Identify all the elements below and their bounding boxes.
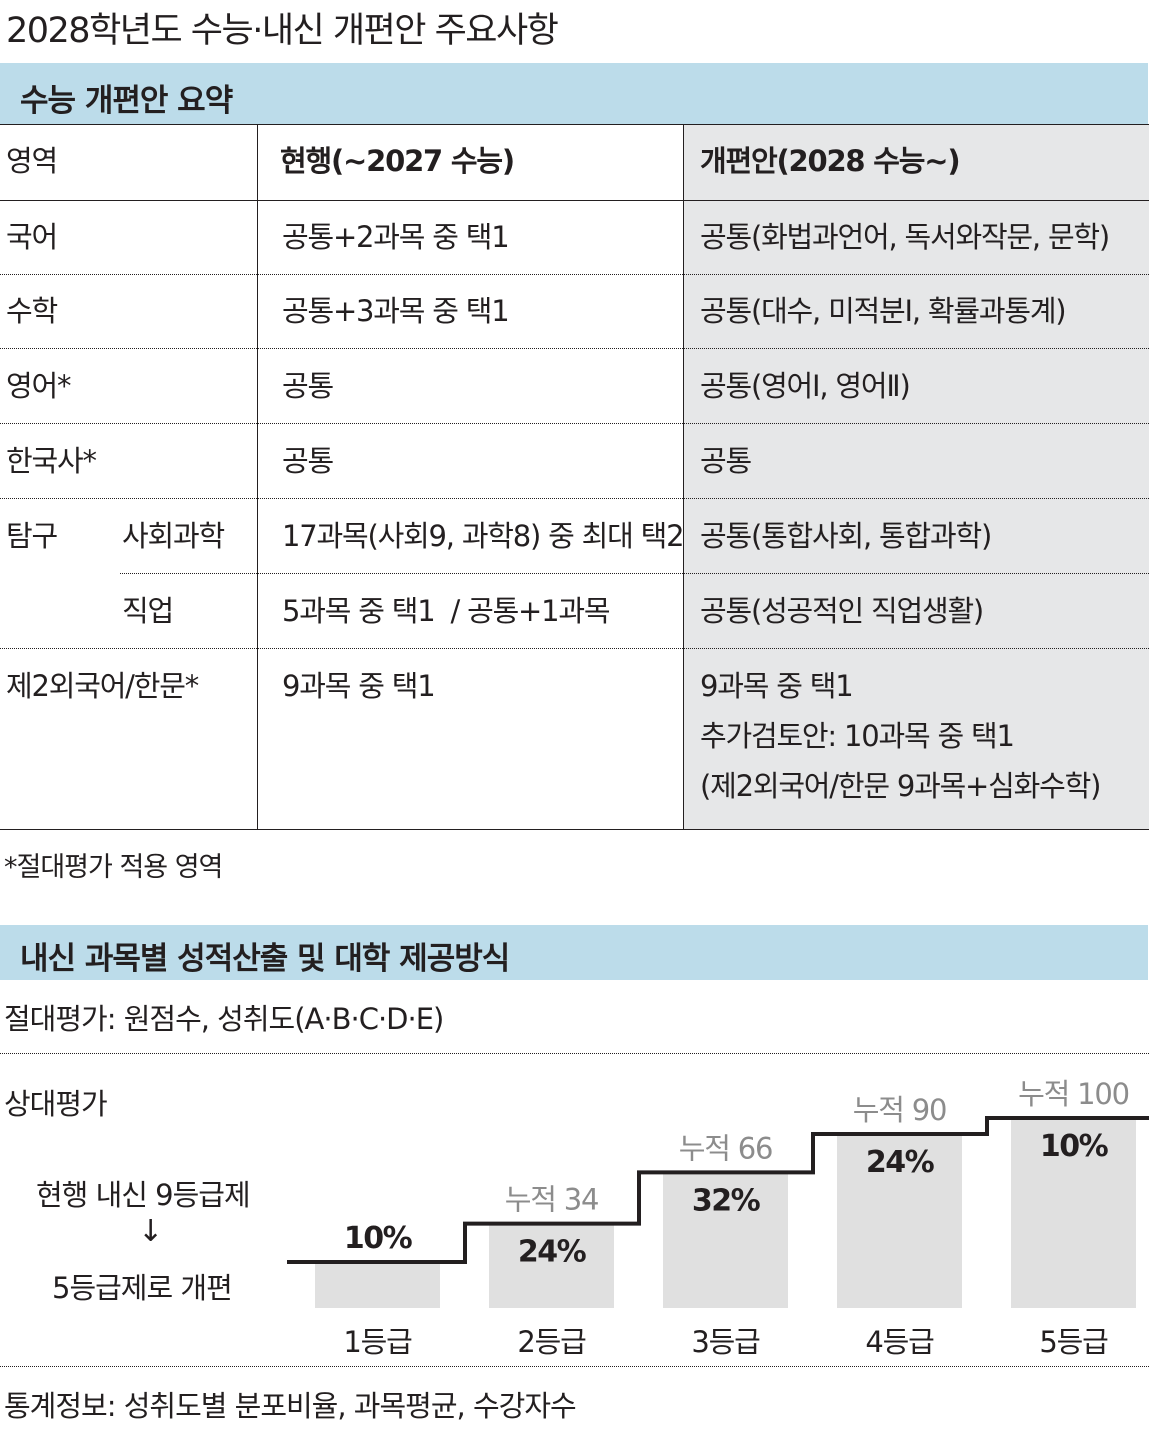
table-divider-vertical [683,124,684,830]
table-top-border [0,124,1149,125]
relative-evaluation-label: 상대평가 [4,1087,108,1121]
row-history-reform: 공통 [700,444,752,478]
row-foreign-reform-2: 추가검토안: 10과목 중 택1 [700,719,1015,753]
row-korean-current: 공통+2과목 중 택1 [282,220,510,254]
row-math-current: 공통+3과목 중 택1 [282,294,510,328]
section-header-naesin-label: 내신 과목별 성적산출 및 대학 제공방식 [20,941,510,977]
row-vocational-sub: 직업 [122,594,174,628]
row-history-area: 한국사* [6,444,97,478]
row-separator [0,423,1149,424]
statistics-info-text: 통계정보: 성취도별 분포비율, 과목평균, 수강자수 [4,1389,577,1423]
row-math-reform: 공통(대수, 미적분Ⅰ, 확률과통계) [700,294,1067,328]
reform-note-current: 현행 내신 9등급제 [36,1178,251,1212]
row-vocational-current: 5과목 중 택1 / 공통+1과목 [282,594,611,628]
column-header-reform: 개편안(2028 수능~) [700,144,961,178]
table-bottom-border [0,829,1149,830]
section-header-suneung-label: 수능 개편안 요약 [20,83,233,119]
column-header-area: 영역 [6,144,58,178]
row-english-current: 공통 [282,369,334,403]
row-english-reform: 공통(영어Ⅰ, 영어Ⅱ) [700,369,911,403]
row-foreign-area: 제2외국어/한문* [6,669,199,703]
row-social-science-current: 17과목(사회9, 과학8) 중 최대 택2 [282,519,685,553]
bar-grade-1 [315,1262,440,1308]
row-separator [0,498,1149,499]
value-label-grade-3: 32% [692,1183,761,1218]
bar-grade-2 [489,1223,614,1308]
row-social-science-sub: 사회과학 [122,519,225,553]
absolute-evaluation-text: 절대평가: 원점수, 성취도(A·B·C·D·E) [4,1002,444,1036]
row-separator [120,573,1149,574]
value-label-grade-4: 24% [866,1145,935,1180]
value-label-grade-5: 10% [1040,1129,1109,1164]
page-title: 2028학년도 수능·내신 개편안 주요사항 [6,11,559,51]
bar-grade-3 [663,1172,788,1308]
section-header-naesin: 내신 과목별 성적산출 및 대학 제공방식 [0,925,1148,980]
row-history-current: 공통 [282,444,334,478]
row-english-area: 영어* [6,369,71,403]
grade-label-2: 2등급 [517,1325,586,1359]
section-header-suneung: 수능 개편안 요약 [0,63,1148,124]
row-foreign-reform-3: (제2외국어/한문 9과목+심화수학) [700,769,1101,803]
cumulative-label-grade-4: 누적 90 [853,1093,946,1127]
grade-label-4: 4등급 [865,1325,934,1359]
grade-label-3: 3등급 [691,1325,760,1359]
value-label-grade-1: 10% [344,1221,413,1256]
cumulative-label-grade-3: 누적 66 [679,1131,772,1165]
row-foreign-current: 9과목 중 택1 [282,669,436,703]
row-math-area: 수학 [6,294,58,328]
column-header-current: 현행(~2027 수능) [280,144,515,178]
reform-column-shade [683,124,1149,830]
row-separator [0,348,1149,349]
value-label-grade-2: 24% [518,1235,587,1270]
cumulative-label-grade-5: 누적 100 [1018,1077,1129,1111]
section-separator [0,1053,1149,1054]
table-header-border [0,200,1149,201]
row-separator [0,648,1149,649]
row-korean-area: 국어 [6,220,58,254]
reform-note-new: 5등급제로 개편 [52,1271,233,1305]
section-separator [0,1366,1149,1367]
bar-grade-5 [1011,1118,1136,1308]
row-foreign-reform-1: 9과목 중 택1 [700,669,854,703]
grade-label-5: 5등급 [1039,1325,1108,1359]
footnote: *절대평가 적용 영역 [4,852,223,883]
grade-distribution-chart: 10% 24% 32% 24% 10% 누적 34 누적 66 누적 90 누적 100 1등급 2… [287,1077,1149,1359]
row-inquiry-area: 탐구 [6,519,58,553]
row-separator [0,274,1149,275]
cumulative-step-line [287,1116,1149,1264]
grade-label-1: 1등급 [343,1325,412,1359]
row-vocational-reform: 공통(성공적인 직업생활) [700,594,984,628]
bar-grade-4 [837,1134,962,1308]
down-arrow-icon: ↓ [138,1214,164,1249]
row-social-science-reform: 공통(통합사회, 통합과학) [700,519,992,553]
table-divider-vertical [257,124,258,830]
cumulative-label-grade-2: 누적 34 [505,1183,598,1217]
row-korean-reform: 공통(화법과언어, 독서와작문, 문학) [700,220,1110,254]
suneung-table: 영역 현행(~2027 수능) 개편안(2028 수능~) 국어 공통+2과목 … [0,124,1153,830]
